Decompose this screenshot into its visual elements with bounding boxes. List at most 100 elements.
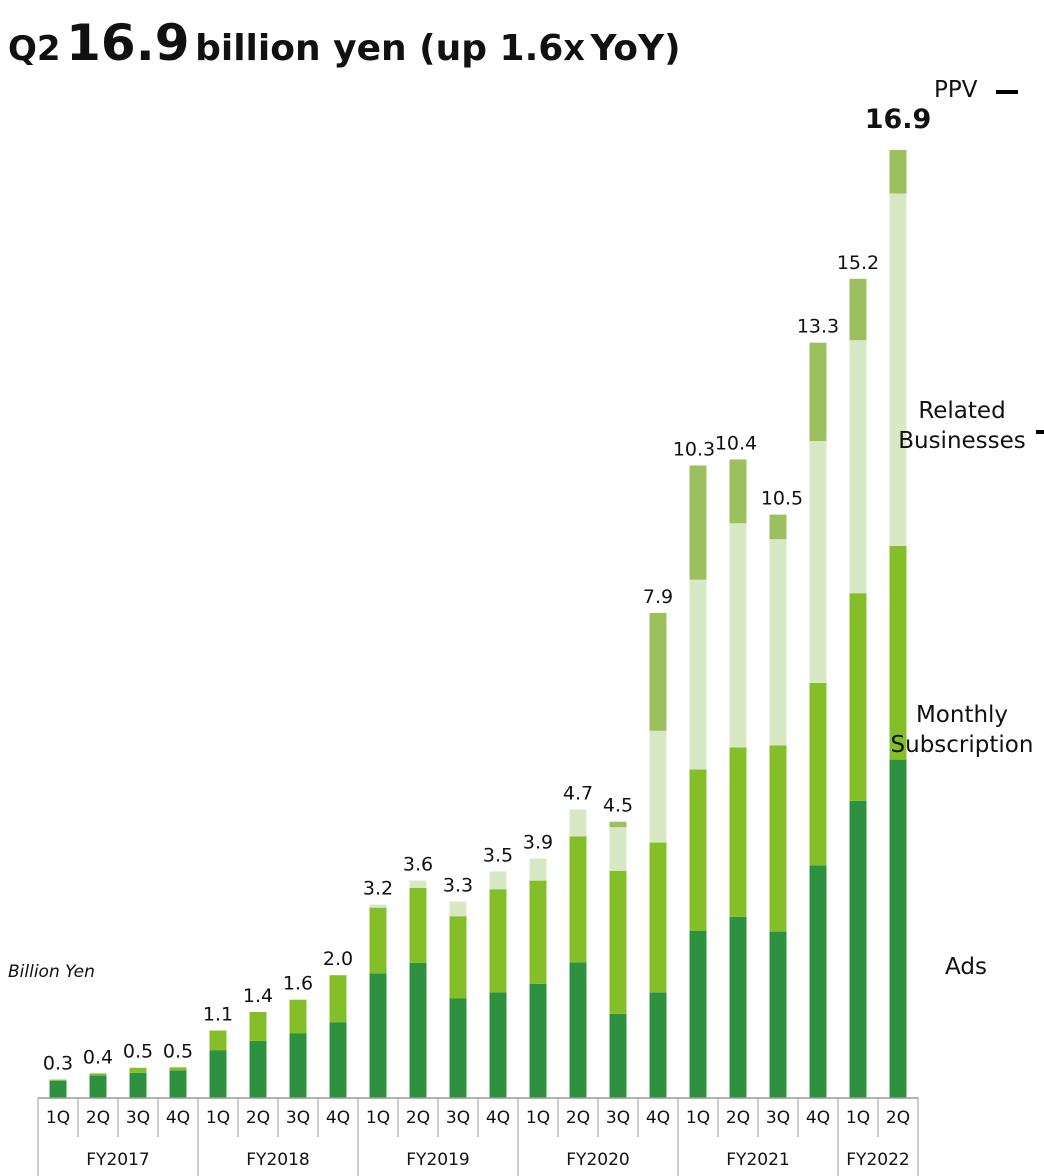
bar-ads-8 [369,973,387,1098]
value-label-11: 3.5 [483,844,513,866]
bar-ads-9 [409,962,427,1098]
bar-ppv-19 [809,342,827,441]
value-label-7: 2.0 [323,948,353,970]
fiscal-year-label-0: FY2017 [86,1150,149,1170]
value-label-0: 0.3 [43,1053,73,1075]
bar-ads-7 [329,1022,347,1098]
value-label-1: 0.4 [83,1046,113,1068]
value-label-18: 10.5 [761,488,803,510]
quarter-tick-label-1: 2Q [86,1108,110,1128]
quarter-tick-label-9: 2Q [406,1108,430,1128]
value-label-15: 7.9 [643,586,673,608]
quarter-tick-label-13: 2Q [566,1108,590,1128]
bar-ads-10 [449,998,467,1098]
quarter-tick-label-0: 1Q [46,1108,70,1128]
quarter-tick-label-14: 3Q [606,1108,630,1128]
quarter-tick-label-5: 2Q [246,1108,270,1128]
unit-label: Billion Yen [8,962,95,982]
bar-ppv-18 [769,514,787,540]
bar-related_businesses-11 [489,871,507,890]
bar-related_businesses-12 [529,858,547,881]
quarter-tick-label-7: 4Q [326,1108,350,1128]
bar-ppv-21 [889,149,907,194]
bar-ads-1 [89,1075,107,1098]
fiscal-year-label-4: FY2021 [726,1150,789,1170]
value-label-3: 0.5 [163,1040,193,1062]
bar-ppv-15 [649,612,667,731]
value-label-12: 3.9 [523,832,553,854]
bar-related_businesses-18 [769,539,787,746]
quarter-tick-label-20: 1Q [846,1108,870,1128]
bar-monthly_subscription-3 [169,1067,187,1071]
bar-ads-15 [649,992,667,1098]
bar-ppv-20 [849,278,867,341]
legend-monthly_subscription: Monthly Subscription [891,702,1034,758]
title-middle: billion yen (up 1.6 [195,28,564,69]
quarter-tick-label-11: 4Q [486,1108,510,1128]
bar-related_businesses-19 [809,440,827,683]
bar-monthly_subscription-10 [449,916,467,999]
bar-related_businesses-21 [889,193,907,546]
bar-related_businesses-9 [409,880,427,888]
fiscal-year-label-5: FY2022 [846,1150,909,1170]
title-value: 16.9 [66,14,190,72]
value-label-4: 1.1 [203,1004,233,1026]
quarter-tick-label-2: 3Q [126,1108,150,1128]
title-quarter: Q2 [8,29,61,69]
bar-monthly_subscription-0 [49,1079,67,1081]
quarter-tick-label-17: 2Q [726,1108,750,1128]
bar-ads-4 [209,1050,227,1098]
chart-title: Q2 16.9 billion yen (up 1.6X YoY) [8,18,681,68]
quarter-tick-label-10: 3Q [446,1108,470,1128]
bar-ads-11 [489,992,507,1098]
bar-ppv-16 [689,465,707,580]
bar-monthly_subscription-13 [569,836,587,963]
bar-monthly_subscription-6 [289,999,307,1034]
legend-related_businesses: Related Businesses [898,398,1026,454]
bar-monthly_subscription-8 [369,907,387,974]
value-label-5: 1.4 [243,985,273,1007]
bar-related_businesses-2 [129,1067,147,1068]
value-label-6: 1.6 [283,973,313,995]
bar-monthly_subscription-1 [89,1073,107,1076]
value-label-2: 0.5 [123,1040,153,1062]
bar-related_businesses-10 [449,901,467,917]
bar-ppv-17 [729,459,747,524]
fiscal-year-label-3: FY2020 [566,1150,629,1170]
legend-ppv: PPV [934,77,978,103]
value-labels-layer: 0.3 0.4 0.5 0.5 1.1 1.4 1.6 2.0 3.2 3.6 3.3 3.5 3.9 4… [43,104,931,1075]
bar-monthly_subscription-15 [649,842,667,993]
value-label-8: 3.2 [363,878,393,900]
value-label-17: 10.4 [715,432,757,454]
bar-monthly_subscription-12 [529,880,547,984]
bar-related_businesses-20 [849,340,867,594]
value-label-9: 3.6 [403,854,433,876]
bar-monthly_subscription-18 [769,745,787,932]
bar-related_businesses-17 [729,523,747,748]
bar-ads-21 [889,759,907,1098]
bar-ads-18 [769,931,787,1098]
quarter-tick-label-18: 3Q [766,1108,790,1128]
quarter-tick-label-3: 4Q [166,1108,190,1128]
quarter-tick-label-19: 4Q [806,1108,830,1128]
value-label-13: 4.7 [563,782,593,804]
bar-monthly_subscription-17 [729,747,747,917]
bar-ads-5 [249,1040,267,1098]
bar-monthly_subscription-2 [129,1067,147,1073]
bar-monthly_subscription-4 [209,1030,227,1051]
quarter-tick-label-16: 1Q [686,1108,710,1128]
bar-ads-17 [729,916,747,1098]
value-label-16: 10.3 [673,439,715,461]
quarter-tick-label-15: 4Q [646,1108,670,1128]
value-label-14: 4.5 [603,795,633,817]
bars-layer [49,149,907,1098]
bar-ads-14 [609,1013,627,1098]
value-label-20: 15.2 [837,252,879,274]
bar-monthly_subscription-11 [489,889,507,993]
bar-ppv-14 [609,821,627,828]
fiscal-year-label-1: FY2018 [246,1150,309,1170]
bar-related_businesses-14 [609,827,627,871]
bar-monthly_subscription-9 [409,888,427,963]
x-axis-table: 1Q 2Q 3Q 4Q 1Q 2Q 3Q 4Q 1Q 2Q 3Q 4Q 1Q 2Q 3Q 4Q 1Q 2Q 3Q 4Q… [8,962,919,1176]
